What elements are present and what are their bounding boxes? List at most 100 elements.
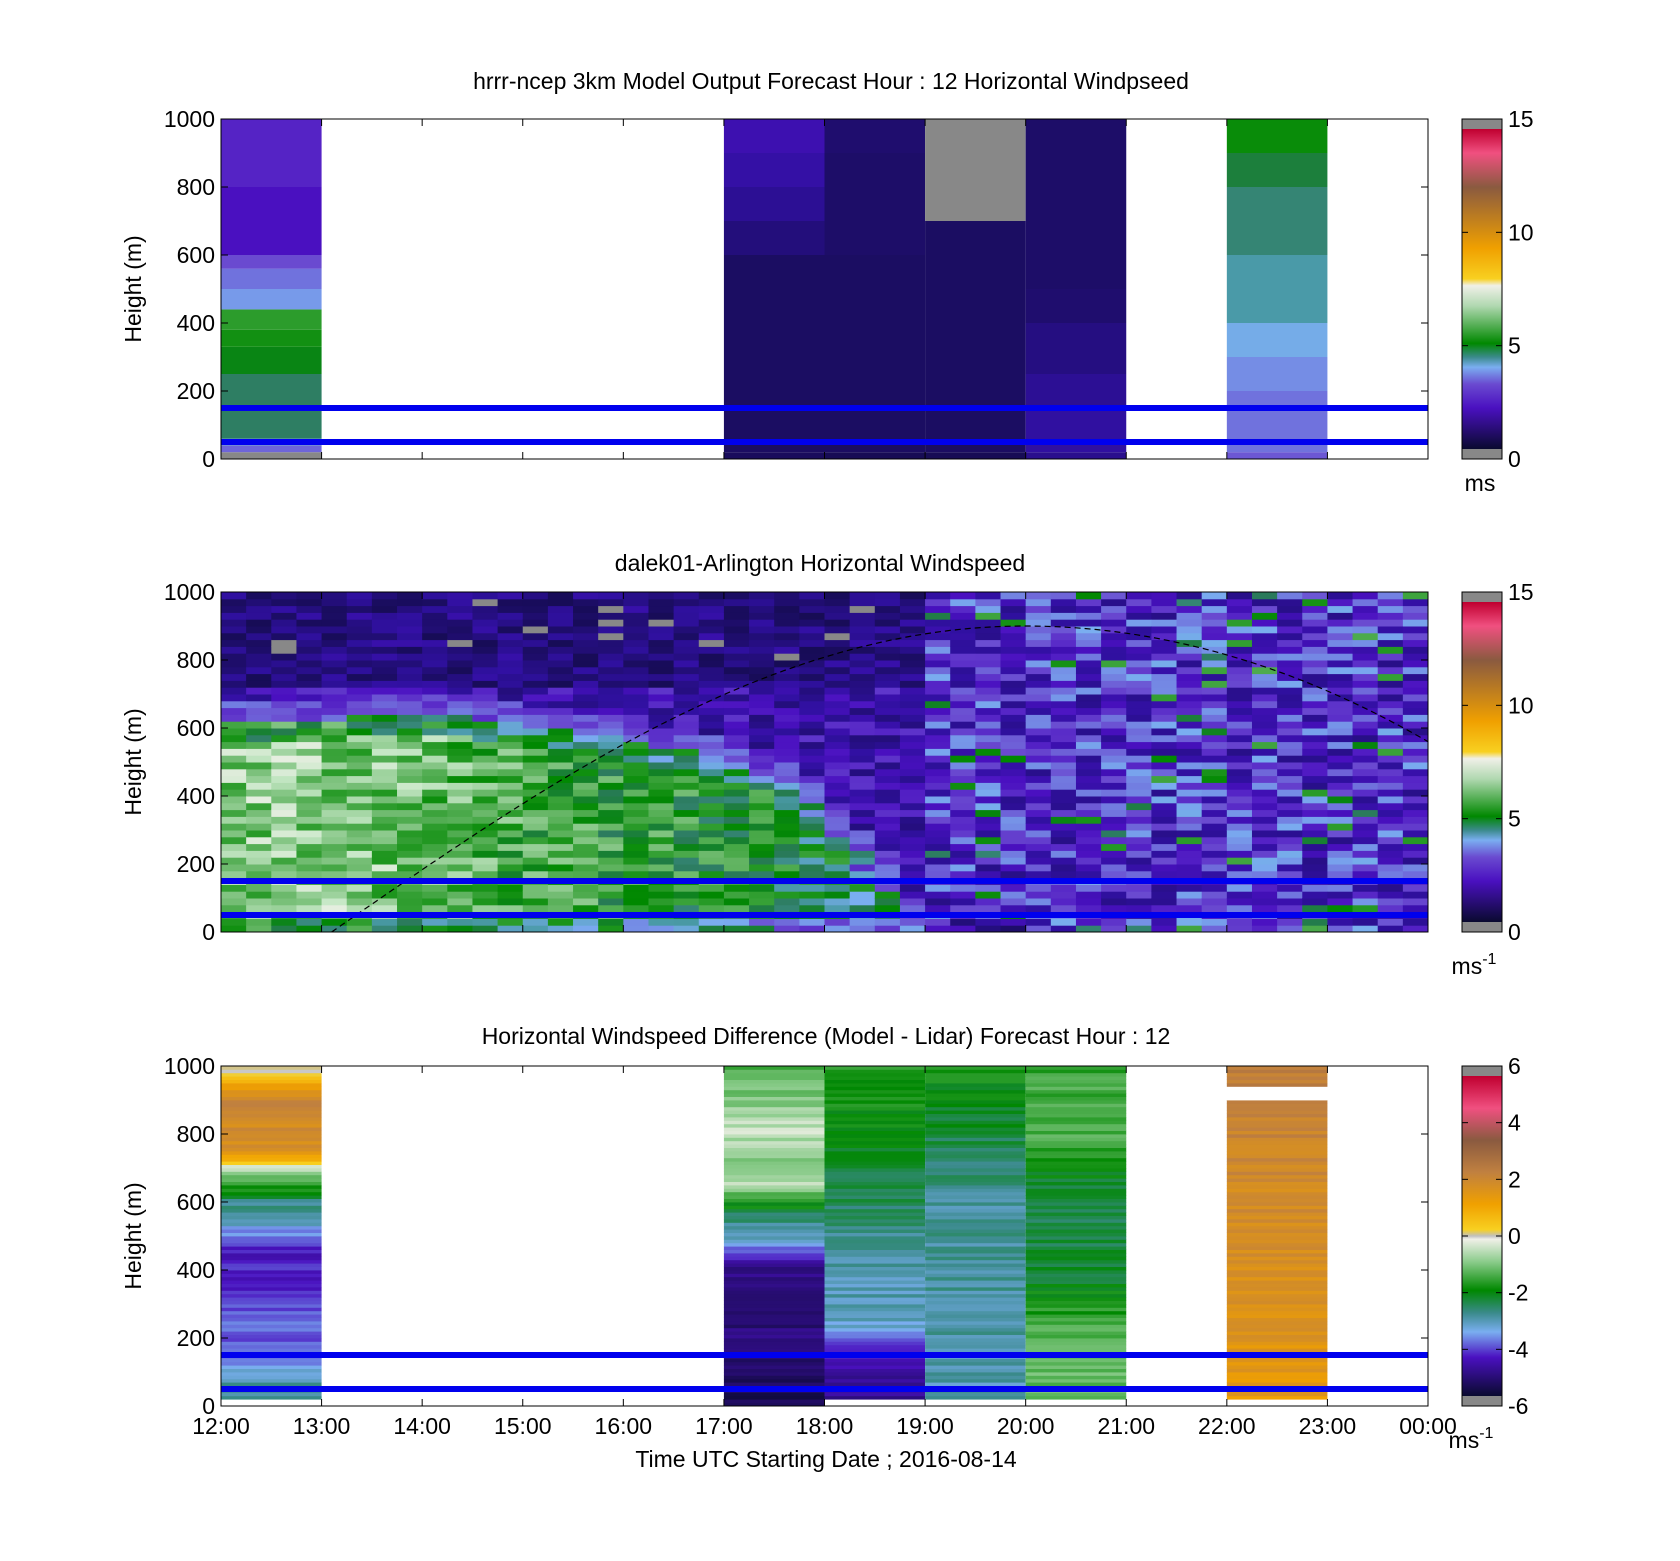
lidar-cell	[472, 918, 499, 926]
lidar-cell	[1176, 823, 1203, 831]
lidar-cell	[899, 646, 926, 654]
difference-cell	[1226, 1174, 1328, 1179]
difference-cell	[824, 1304, 926, 1308]
lidar-cell	[447, 850, 473, 858]
lidar-cell	[321, 850, 348, 858]
difference-cell	[925, 1382, 1026, 1386]
lidar-cell	[296, 673, 323, 681]
lidar-cell	[799, 904, 825, 913]
difference-cell	[723, 1395, 825, 1400]
lidar-cell	[1226, 830, 1253, 838]
difference-cell	[824, 1178, 926, 1182]
lidar-cell	[346, 870, 373, 879]
lidar-cell	[1176, 660, 1203, 668]
lidar-cell	[1327, 632, 1354, 641]
lidar-cell	[296, 762, 323, 770]
lidar-cell	[221, 619, 247, 627]
difference-cell	[723, 1202, 825, 1206]
lidar-cell	[397, 612, 423, 620]
lidar-cell	[296, 721, 323, 729]
lidar-cell	[1201, 775, 1228, 783]
lidar-cell	[397, 884, 423, 892]
difference-cell	[1025, 1117, 1127, 1121]
difference-cell	[824, 1164, 926, 1169]
difference-cell	[1226, 1283, 1328, 1288]
lidar-cell	[774, 714, 800, 722]
difference-cell	[1025, 1100, 1127, 1104]
y-tick-label: 1000	[164, 579, 215, 605]
lidar-cell	[296, 830, 323, 838]
lidar-cell	[774, 925, 800, 933]
lidar-cell	[1302, 680, 1328, 688]
lidar-cell	[271, 605, 297, 613]
lidar-cell	[1000, 666, 1027, 675]
lidar-cell	[1402, 802, 1429, 811]
difference-cell	[824, 1072, 926, 1077]
lidar-cell	[849, 809, 876, 817]
difference-cell	[1226, 1168, 1328, 1172]
lidar-cell	[799, 748, 825, 756]
lidar-cell	[1000, 741, 1027, 749]
difference-cell	[221, 1072, 322, 1077]
lidar-cell	[1352, 816, 1379, 824]
lidar-cell	[1151, 823, 1178, 831]
lidar-cell	[1025, 925, 1052, 933]
lidar-cell	[673, 694, 700, 702]
difference-cell	[723, 1154, 825, 1159]
lidar-cell	[1402, 789, 1429, 797]
lidar-cell	[573, 796, 599, 804]
lidar-cell	[1176, 782, 1203, 790]
lidar-cell	[422, 809, 448, 817]
lidar-cell	[472, 748, 499, 756]
lidar-cell	[1251, 660, 1278, 668]
lidar-cell	[221, 741, 247, 749]
lidar-cell	[472, 870, 499, 879]
lidar-cell	[598, 918, 624, 926]
lidar-cell	[1050, 612, 1077, 620]
lidar-cell	[799, 870, 825, 879]
lidar-cell	[221, 864, 247, 872]
lidar-cell	[321, 884, 348, 892]
lidar-cell	[1377, 857, 1404, 865]
lidar-cell	[371, 734, 398, 743]
lidar-cell	[1402, 728, 1429, 736]
lidar-cell	[648, 612, 675, 620]
lidar-cell	[1302, 734, 1328, 743]
lidar-cell	[975, 612, 1002, 620]
difference-cell	[1226, 1399, 1328, 1403]
x-tick-label: 16:00	[595, 1413, 653, 1439]
difference-cell	[221, 1185, 322, 1189]
lidar-cell	[1050, 884, 1077, 892]
lidar-cell	[1000, 714, 1027, 722]
lidar-cell	[497, 891, 524, 899]
y-tick-label: 400	[177, 310, 215, 336]
difference-cell	[221, 1273, 322, 1278]
lidar-cell	[1050, 864, 1077, 872]
difference-cell	[1226, 1130, 1328, 1135]
difference-cell	[1226, 1103, 1328, 1108]
lidar-cell	[1000, 680, 1027, 688]
lidar-cell	[698, 598, 725, 607]
difference-cell	[1025, 1290, 1127, 1295]
lidar-cell	[874, 796, 901, 804]
lidar-cell	[799, 884, 825, 892]
lidar-cell	[1201, 612, 1228, 620]
model-cell	[1226, 357, 1328, 391]
lidar-cell	[698, 755, 725, 763]
difference-cell	[1025, 1368, 1127, 1373]
lidar-cell	[1050, 687, 1077, 695]
lidar-cell	[925, 680, 951, 688]
lidar-cell	[221, 728, 247, 736]
lidar-cell	[673, 843, 700, 851]
lidar-cell	[1226, 843, 1253, 851]
lidar-cell	[824, 653, 851, 661]
lidar-cell	[723, 836, 750, 845]
lidar-cell	[899, 748, 926, 756]
difference-cell	[1226, 1287, 1328, 1291]
lidar-cell	[598, 870, 624, 879]
lidar-cell	[397, 870, 423, 879]
lidar-cell	[522, 619, 549, 627]
lidar-cell	[573, 748, 599, 756]
lidar-cell	[598, 680, 624, 688]
lidar-cell	[346, 728, 373, 736]
